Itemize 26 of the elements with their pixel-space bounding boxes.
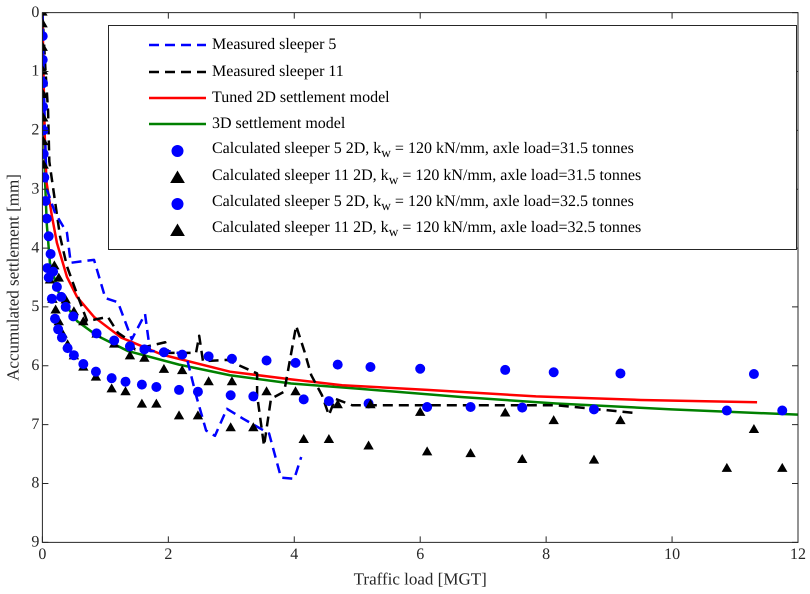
legend-label: Measured sleeper 5 xyxy=(212,36,336,54)
legend-label: Calculated sleeper 11 2D, k$_{w}$ = 120 kN/mm, axle load=31.5 tonnes xyxy=(212,166,642,188)
y-tick-label: 6 xyxy=(31,357,40,374)
y-tick-label: 3 xyxy=(31,180,40,198)
y-tick-label: 8 xyxy=(31,474,40,492)
legend-label: Tuned 2D settlement model xyxy=(212,88,390,107)
legend-label: Calculated sleeper 5 2D, k$_{w}$ = 120 kN/mm, axle load=32.5 tonnes xyxy=(212,192,634,214)
y-tick-label: 2 xyxy=(31,122,40,139)
legend-label: Calculated sleeper 11 2D, k$_{w}$ = 120 kN/mm, axle load=32.5 tonnes xyxy=(212,219,642,241)
x-tick-label: 4 xyxy=(290,546,298,564)
y-tick-label: 9 xyxy=(31,534,40,551)
y-tick-label: 0 xyxy=(31,4,40,21)
y-axis-title: Accumulated settlement [mm] xyxy=(4,174,23,381)
legend-label: Measured sleeper 11 xyxy=(212,62,344,81)
y-tick-label: 7 xyxy=(31,416,40,433)
x-tick-label: 8 xyxy=(542,546,550,564)
x-axis-title: Traffic load [MGT] xyxy=(354,569,487,588)
x-tick-label: 6 xyxy=(416,546,424,564)
legend-label: Calculated sleeper 5 2D, k$_{w}$ = 120 kN/mm, axle load=31.5 tonnes xyxy=(212,140,634,162)
y-tick-label: 5 xyxy=(31,298,40,316)
y-tick-label: 4 xyxy=(31,239,40,256)
x-tick-label: 2 xyxy=(164,546,172,564)
x-tick-label: 10 xyxy=(664,546,680,564)
legend-label: 3D settlement model xyxy=(212,115,346,134)
y-tick-label: 1 xyxy=(31,62,40,80)
x-tick-label: 12 xyxy=(790,546,806,564)
